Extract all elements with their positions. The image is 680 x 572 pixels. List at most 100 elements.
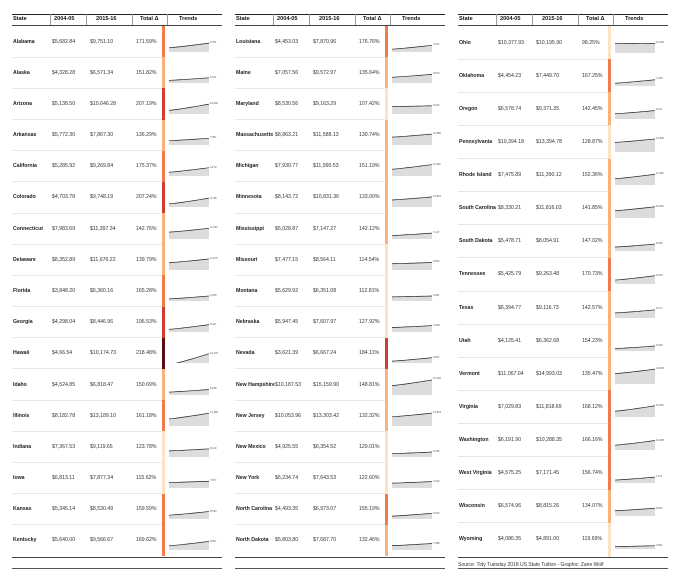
change-color-bar (385, 337, 388, 370)
total-change: 196.53% (136, 319, 157, 326)
trend-sparkline (169, 77, 209, 83)
total-change: 142.57% (582, 304, 603, 311)
trend-area (392, 543, 432, 551)
state-name: Alaska (13, 69, 30, 76)
trend-end-label: 11,676 (210, 256, 218, 260)
trend-area (392, 296, 432, 301)
change-color-bar (385, 368, 388, 401)
row-separator (12, 212, 162, 214)
state-name: Washington (459, 437, 489, 444)
row-separator (458, 389, 608, 391)
header-divider (86, 14, 87, 26)
trend-area (169, 227, 209, 239)
trend-end-label: 8,530 (210, 509, 217, 513)
tuition-2004-05: $4,125.41 (498, 337, 522, 344)
total-change: 154.23% (582, 337, 603, 344)
table-row: New Mexico $4,925.55 $6,354.52 129.01% 6,355 (235, 431, 445, 463)
total-change: 155.19% (359, 506, 380, 513)
trend-line (615, 545, 655, 548)
table-row: Kansas $5,345.14 $8,530.49 159.59% 8,530 (12, 493, 222, 526)
row-separator (458, 257, 608, 259)
header-divider (50, 14, 51, 26)
table-row: Nebraska $5,947.45 $7,607.97 127.92% 7,608 (235, 306, 445, 339)
row-separator (235, 181, 385, 183)
total-change: 127.92% (359, 319, 380, 326)
trend-area (615, 440, 655, 451)
row-separator (12, 243, 162, 245)
tuition-2015-16: $9,748.19 (90, 194, 114, 201)
trend-area (392, 44, 432, 52)
column-header-state: State (13, 16, 27, 22)
total-change: 107.42% (359, 100, 380, 107)
table-row: Alabama $5,682.84 $9,751.10 171.59% 9,751 (12, 26, 222, 58)
trend-line (615, 275, 655, 281)
row-separator (235, 368, 385, 370)
state-name: Georgia (13, 319, 33, 326)
trend-sparkline (169, 227, 209, 239)
tuition-2015-16: $15,159.90 (313, 381, 339, 388)
tuition-2015-16: $10,174.73 (90, 350, 116, 357)
change-color-bar (608, 191, 611, 226)
total-change: 161.18% (136, 412, 157, 419)
table-row: Louisiana $4,453.03 $7,870.96 176.76% 7,871 (235, 26, 445, 58)
table-row: Vermont $11,067.04 $14,993.03 135.47% 14,993 (458, 357, 668, 391)
column-header-trends: Trends (625, 16, 644, 22)
trend-line (615, 405, 655, 412)
trend-sparkline (615, 405, 655, 417)
trend-line (392, 164, 432, 170)
trend-end-label: 10,646 (210, 102, 218, 106)
table-row: Maine $7,057.56 $9,572.97 135.64% 9,573 (235, 57, 445, 89)
table-rule-bottom (235, 557, 445, 558)
state-name: New York (236, 475, 260, 482)
trend-line (169, 198, 209, 205)
table-row: Montana $5,629.92 $6,351.08 112.81% 6,351 (235, 275, 445, 308)
row-separator (458, 124, 608, 126)
trend-end-label: 9,748 (210, 196, 217, 200)
tuition-2015-16: $9,119.65 (90, 443, 113, 450)
tuition-2004-05: $3,848.20 (52, 287, 76, 294)
tuition-2015-16: $6,354.52 (313, 443, 337, 450)
header-divider (578, 14, 579, 26)
column-header-2015: 2015-16 (319, 16, 340, 22)
row-separator (235, 119, 385, 121)
trend-line (392, 44, 432, 50)
trend-end-label: 8,815 (656, 506, 663, 510)
trend-sparkline (392, 261, 432, 270)
tuition-2004-05: $4,298.04 (52, 319, 76, 326)
trend-area (392, 513, 432, 520)
state-name: Missouri (236, 256, 258, 263)
trend-sparkline (392, 295, 432, 301)
state-name: South Carolina (459, 205, 496, 212)
trend-line (615, 206, 655, 212)
table-row: Massachusetts $8,863.21 $11,588.13 130.74% 1… (235, 119, 445, 152)
tuition-2015-16: $7,877.34 (90, 475, 114, 482)
tuition-2004-05: $8,530.56 (275, 100, 299, 107)
trend-sparkline (615, 42, 655, 53)
trend-line (392, 197, 432, 201)
total-change: 151.82% (136, 69, 157, 76)
total-change: 122.60% (359, 475, 380, 482)
tuition-2004-05: $7,029.83 (498, 403, 522, 410)
trend-line (392, 325, 432, 328)
trend-area (615, 508, 655, 517)
trend-end-label: 11,819 (656, 403, 664, 407)
trend-sparkline (169, 167, 209, 177)
total-change: 207.24% (136, 194, 157, 201)
total-change: 128.87% (582, 138, 603, 145)
trend-area (169, 412, 209, 426)
trend-area (169, 389, 209, 395)
trend-end-label: 7,871 (433, 42, 440, 46)
state-name: Idaho (13, 381, 27, 388)
trend-line (392, 379, 432, 386)
trend-line (392, 451, 432, 454)
tuition-2004-05: $7,475.89 (498, 172, 522, 179)
trend-area (169, 324, 209, 333)
state-name: North Carolina (236, 506, 273, 513)
state-name: Maryland (236, 100, 259, 107)
table-panel-3: State 2004-05 2015-16 Total Δ Trends Ohio $10,… (458, 14, 668, 560)
trend-sparkline (392, 412, 432, 426)
change-color-bar (385, 119, 388, 152)
tuition-2004-05: $5,629.92 (275, 287, 299, 294)
trend-end-label: 9,263 (656, 274, 663, 278)
trend-sparkline (169, 295, 209, 301)
